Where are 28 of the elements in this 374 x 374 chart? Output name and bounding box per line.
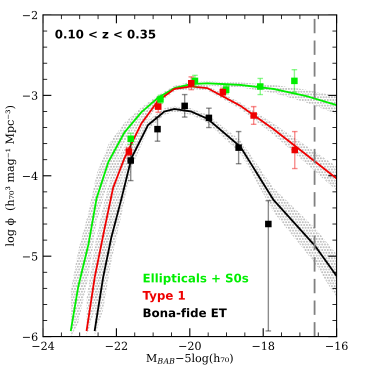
- y-axis-title: log ϕ (h₇₀³ mag⁻¹ Mpc⁻³): [5, 106, 16, 246]
- annotation: 0.10 < z < 0.35: [55, 30, 156, 39]
- x-tick-label: −18: [252, 342, 274, 350]
- point: [188, 80, 195, 87]
- point: [127, 157, 134, 164]
- x-tick-label: −24: [32, 342, 54, 350]
- point: [292, 146, 298, 154]
- point: [250, 112, 257, 119]
- y-tick-label: −6: [22, 332, 38, 341]
- x-tick-label: −22: [106, 342, 128, 350]
- y-tick-label: −3: [22, 91, 38, 100]
- point: [127, 136, 134, 142]
- x-tick-label: −16: [326, 342, 348, 350]
- point: [206, 114, 212, 122]
- y-tick-label: −2: [22, 10, 38, 20]
- y-tick-label: −4: [22, 172, 38, 180]
- text: Type 1: [142, 291, 185, 302]
- text: Ellipticals + S0s: [144, 273, 248, 285]
- point: [154, 126, 161, 132]
- point: [257, 83, 264, 90]
- x-axis-title: M$_{BAB}$−5log(h₇₀): [146, 354, 233, 365]
- point: [181, 102, 188, 110]
- x-tick-label: −20: [179, 342, 201, 350]
- point: [235, 144, 242, 151]
- text: Bona-fide ET: [144, 308, 227, 318]
- y-tick-label: −5: [22, 252, 38, 261]
- point: [265, 220, 272, 228]
- point: [291, 78, 298, 84]
